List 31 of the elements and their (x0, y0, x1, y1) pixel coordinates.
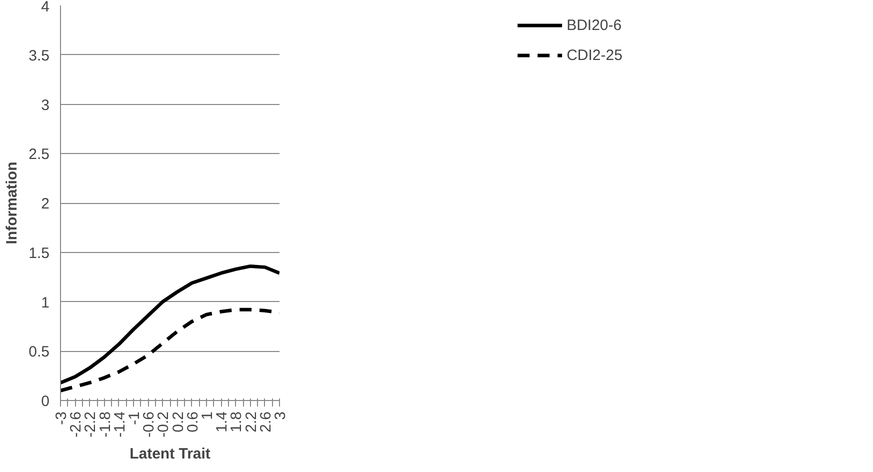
legend-label: BDI20-6 (566, 16, 622, 34)
y-tick-label: 0 (41, 393, 50, 410)
x-tick-label: -1.8 (96, 411, 114, 438)
x-tick-label: 1 (199, 412, 216, 420)
y-tick-label: 2.5 (28, 146, 50, 164)
x-tick-label: -0.6 (140, 411, 158, 438)
x-tick-label: 1.8 (228, 411, 246, 432)
x-tick-label: 0.6 (184, 411, 202, 432)
line-series (60, 308, 280, 392)
x-tick-label: -0.2 (155, 411, 172, 438)
x-axis-title: Latent Trait (130, 445, 210, 462)
x-tick-label: -3 (53, 411, 70, 425)
x-tick-label: 0.2 (170, 411, 187, 432)
x-tick-label: -1 (126, 411, 143, 425)
legend-label: CDI2-25 (566, 46, 622, 64)
line-series (60, 264, 280, 384)
y-tick-label: 3 (41, 96, 50, 114)
x-tick-label: 2.6 (257, 411, 274, 432)
y-tick-label: 1 (41, 294, 50, 312)
x-tick-label: -1.4 (111, 411, 128, 438)
x-tick-label: -2.2 (82, 411, 100, 438)
y-tick-label: 2 (41, 196, 50, 212)
x-tick-label: 3 (272, 412, 289, 420)
y-axis-title: Information (4, 162, 21, 244)
y-tick-label: 1.5 (28, 244, 50, 262)
y-tick-label: 0.5 (28, 344, 50, 361)
x-tick-label: -2.6 (68, 411, 85, 438)
y-tick-label: 4 (41, 0, 50, 16)
y-tick-label: 3.5 (28, 47, 50, 64)
x-tick-label: 2.2 (242, 411, 260, 432)
x-tick-label: 1.4 (214, 411, 231, 432)
